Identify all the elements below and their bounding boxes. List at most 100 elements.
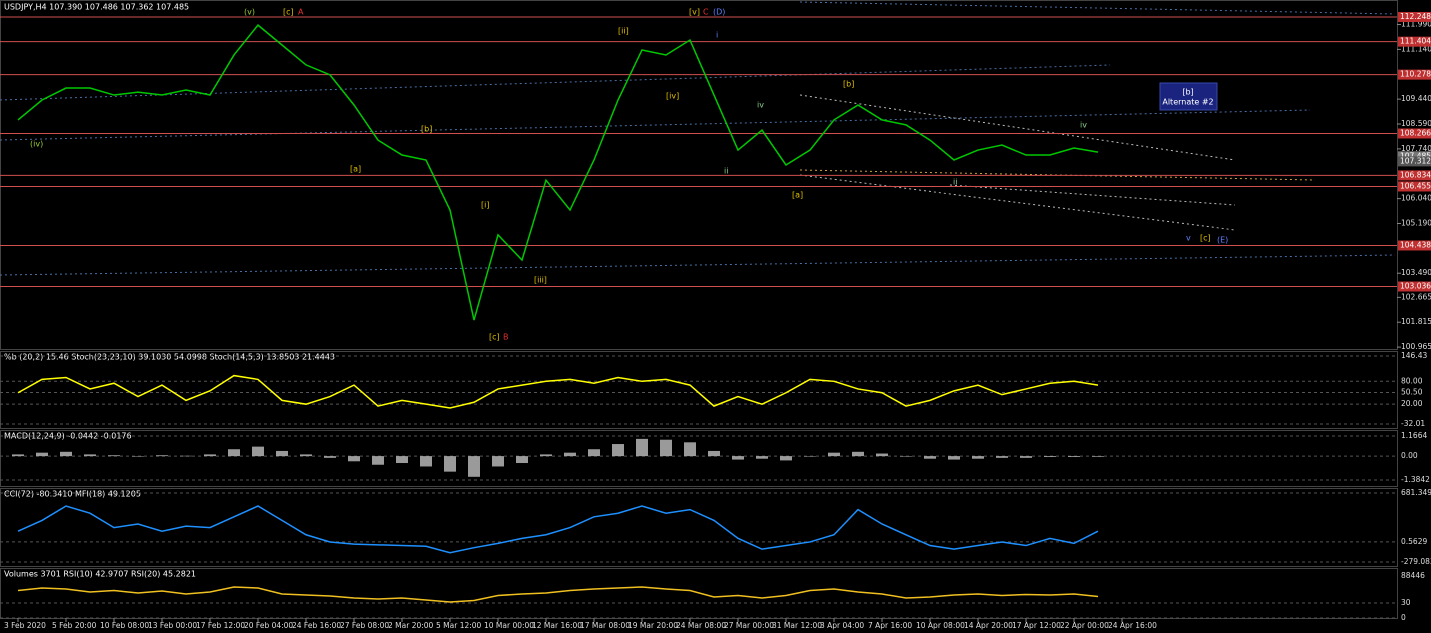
wave-label: [c]: [283, 8, 294, 17]
level-box: [1398, 281, 1431, 292]
histogram-bar: [588, 449, 600, 457]
histogram-bar: [1068, 456, 1080, 457]
level-box: [1398, 36, 1431, 47]
indicator-tick-label: 0.00: [1401, 451, 1418, 460]
x-tick-label: 14 Apr 20:00: [964, 621, 1013, 630]
histogram-bar: [756, 456, 768, 459]
wave-label: ii: [953, 178, 957, 187]
histogram-bar: [660, 439, 672, 457]
wave-label: [ii]: [618, 27, 629, 36]
histogram-bar: [468, 456, 480, 477]
wave-label: [iv]: [666, 92, 679, 101]
channel-lines: [0, 1, 1396, 276]
histogram-bar: [108, 455, 120, 457]
histogram-bar: [684, 442, 696, 457]
indicator-line: [17, 374, 1099, 409]
y-tick-label: 111.140: [1401, 44, 1431, 53]
histogram-bar: [972, 456, 984, 459]
indicator-tick-label: -32.01: [1401, 419, 1425, 428]
histogram-bar: [612, 444, 624, 457]
wave-label: i: [716, 31, 718, 40]
histogram-bar: [300, 454, 312, 457]
histogram-bar: [252, 446, 264, 457]
x-tick-label: 22 Apr 00:00: [1060, 621, 1109, 630]
x-tick-label: 10 Mar 00:00: [484, 621, 534, 630]
price-box: [1398, 151, 1431, 162]
y-tick-label: 103.490: [1401, 268, 1431, 277]
x-tick-label: 5 Mar 12:00: [436, 621, 482, 630]
wave-label: [iii]: [534, 276, 547, 285]
indicator-tick-label: 30: [1401, 598, 1411, 607]
histogram-bar: [636, 438, 648, 457]
bpct-frame: [0, 351, 1398, 429]
histogram-bar: [420, 456, 432, 467]
histogram-bar: [36, 452, 48, 457]
x-tick-label: 24 Feb 16:00: [292, 621, 341, 630]
level-label: 112.248: [1400, 12, 1431, 21]
wave-label: (D): [713, 8, 725, 17]
wave-label: [c]: [489, 333, 500, 342]
histogram-bar: [204, 454, 216, 457]
x-tick-label: 27 Mar 00:00: [724, 621, 774, 630]
histogram-bar: [60, 451, 72, 457]
price-box: [1398, 156, 1431, 167]
histogram-bar: [1092, 456, 1104, 457]
histogram-bar: [900, 456, 912, 457]
x-tick-label: 10 Feb 08:00: [100, 621, 149, 630]
histogram-bar: [948, 456, 960, 460]
x-tick-label: 17 Feb 12:00: [196, 621, 245, 630]
indicator-line: [17, 505, 1099, 554]
x-tick-label: 20 Feb 04:00: [244, 621, 293, 630]
histogram-bar: [12, 454, 24, 457]
x-tick-label: 31 Mar 12:00: [772, 621, 822, 630]
wave-label: [i]: [481, 201, 489, 210]
histogram-bar: [540, 454, 552, 457]
wave-label: A: [298, 8, 304, 17]
histogram-bar: [396, 456, 408, 464]
note-title: [b]: [1182, 88, 1193, 97]
y-tick-label: 101.815: [1401, 317, 1431, 326]
wave-label: [c]: [1200, 234, 1211, 243]
note-box: [1159, 82, 1218, 111]
wave-label: ii: [724, 167, 728, 176]
x-tick-label: 12 Mar 16:00: [532, 621, 582, 630]
wave-label: [v]: [689, 8, 700, 17]
x-tick-label: 3 Apr 04:00: [820, 621, 864, 630]
x-tick-label: 24 Mar 08:00: [676, 621, 726, 630]
histogram-bar: [996, 456, 1008, 458]
indicator-tick-label: -1.3842: [1401, 475, 1430, 484]
level-label: 104.438: [1400, 240, 1431, 249]
y-tick-label: 107.740: [1401, 144, 1431, 153]
indicator-tick-label: 50.50: [1401, 388, 1423, 397]
macd-frame: [0, 430, 1398, 487]
level-box: [1398, 69, 1431, 80]
level-box: [1398, 170, 1431, 181]
x-tick-label: 13 Feb 00:00: [148, 621, 197, 630]
histogram-bar: [828, 452, 840, 457]
x-tick-label: 7 Apr 16:00: [868, 621, 912, 630]
level-label: 103.036: [1400, 282, 1431, 291]
histogram-bar: [1044, 456, 1056, 457]
histogram-bar: [492, 456, 504, 467]
wave-label: (iv): [30, 140, 43, 149]
wave-label: B: [503, 333, 509, 342]
cci-frame: [0, 488, 1398, 567]
x-tick-label: 3 Feb 2020: [4, 621, 46, 630]
indicator-title: %b (20,2) 15.46 Stoch(23,23,10) 39.1030 …: [4, 353, 335, 362]
wave-label: (E): [1217, 236, 1228, 245]
indicator-line: [17, 586, 1099, 603]
x-tick-label: 17 Mar 08:00: [580, 621, 630, 630]
x-tick-label: 5 Feb 20:00: [52, 621, 97, 630]
indicator-tick-label: 146.43: [1401, 351, 1427, 360]
indicator-title: CCI(72) -80.3410 MFI(18) 49.1205: [4, 490, 141, 499]
x-tick-label: 27 Feb 08:00: [340, 621, 389, 630]
chart-title: USDJPY,H4 107.390 107.486 107.362 107.48…: [4, 3, 189, 12]
level-label: 106.834: [1400, 170, 1431, 179]
histogram-bar: [372, 456, 384, 465]
indicator-tick-label: 20.00: [1401, 399, 1423, 408]
level-box: [1398, 128, 1431, 139]
histogram-bar: [84, 454, 96, 457]
note-text: Alternate #2: [1162, 98, 1213, 107]
level-label: 108.266: [1400, 128, 1431, 137]
